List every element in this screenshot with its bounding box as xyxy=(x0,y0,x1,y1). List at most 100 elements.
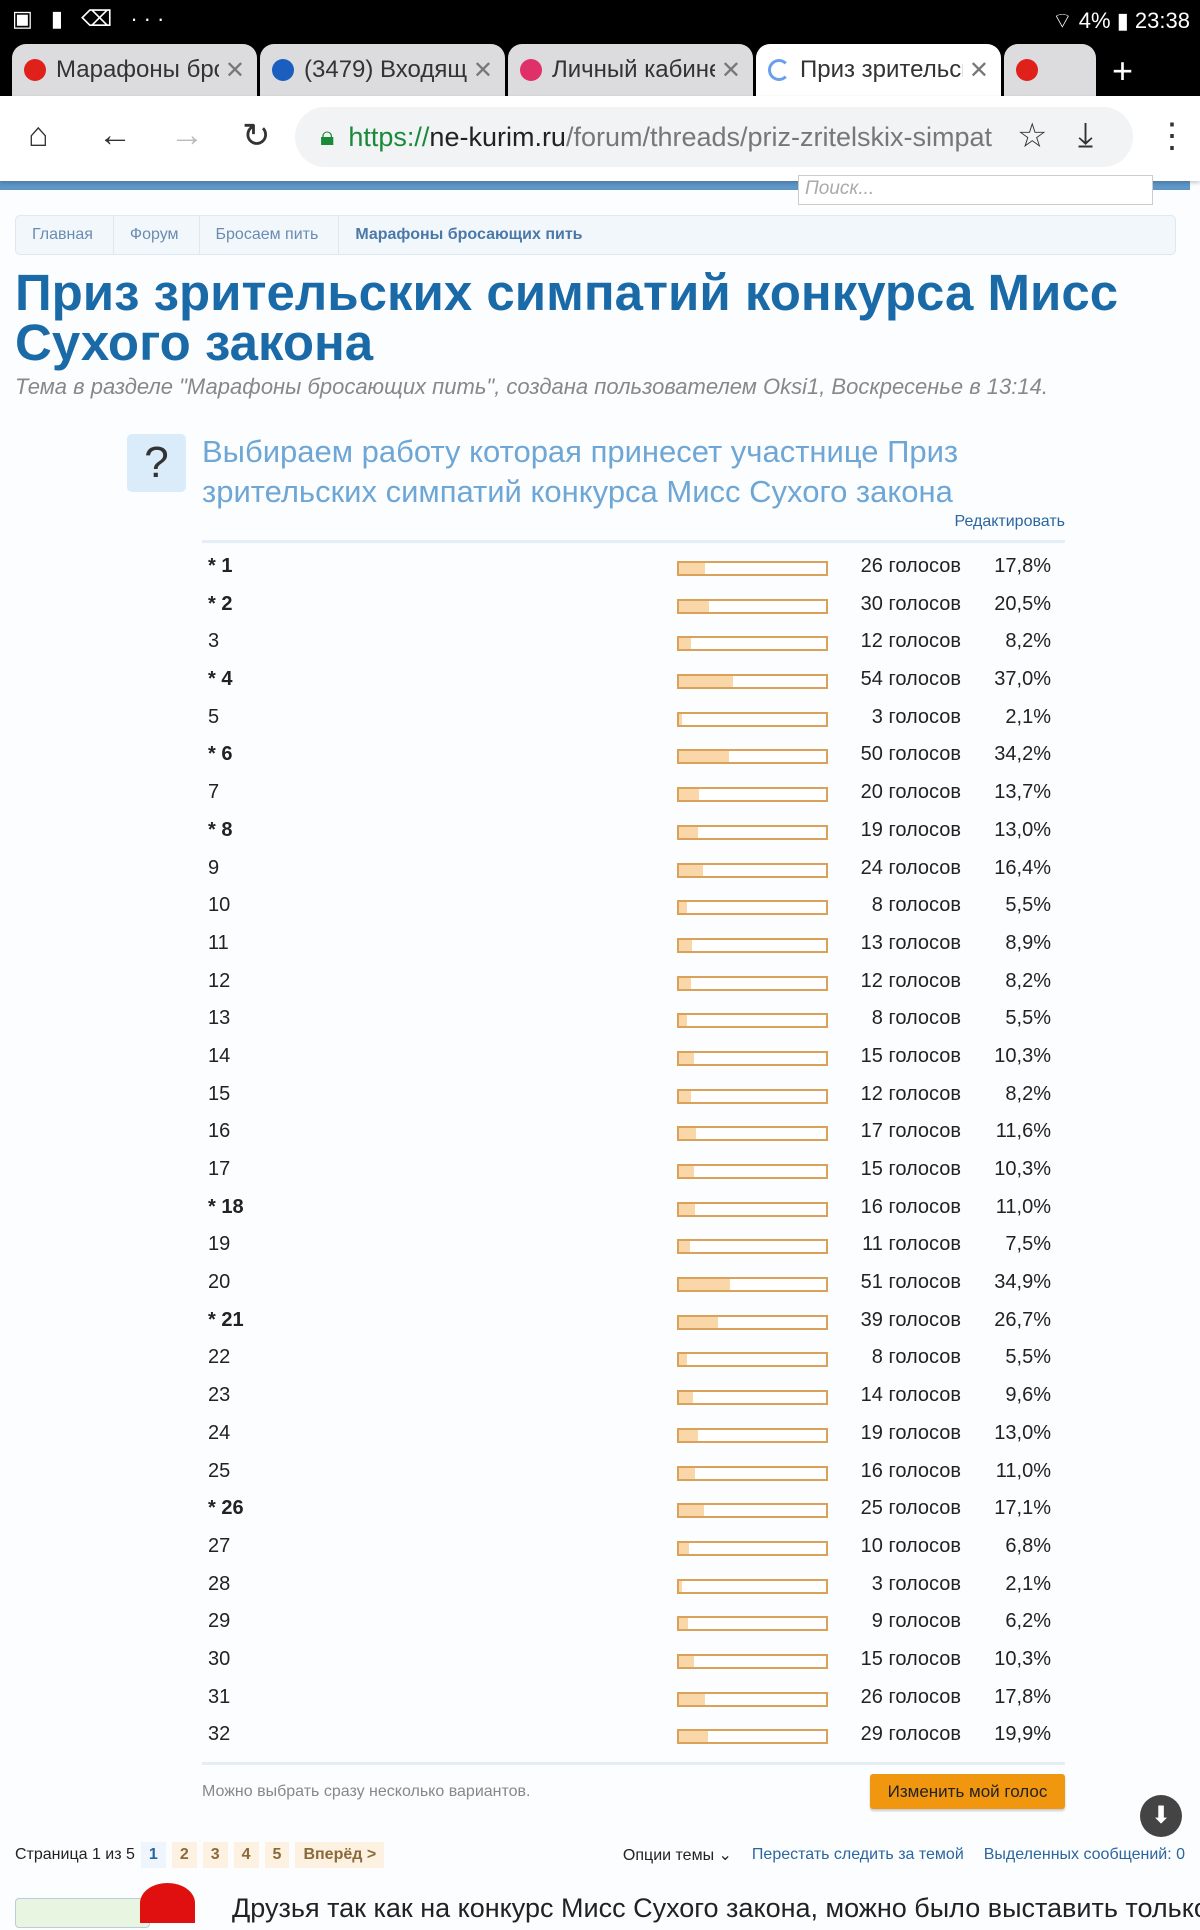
site-header xyxy=(0,181,1190,190)
option-label: * 2 xyxy=(208,592,233,615)
breadcrumb-forum[interactable]: Форум xyxy=(114,216,200,254)
vote-percent: 5,5% xyxy=(1005,1007,1051,1030)
vote-percent: 8,2% xyxy=(1005,969,1051,992)
result-bar xyxy=(677,937,828,953)
download-icon[interactable]: ⤓ xyxy=(1078,116,1094,154)
result-bar xyxy=(677,561,828,576)
selected-posts-link[interactable]: Выделенных сообщений: 0 xyxy=(983,1846,1185,1863)
close-tab-icon[interactable]: ✕ xyxy=(472,56,493,84)
vote-percent: 19,9% xyxy=(994,1723,1051,1746)
poll-option-row: * 6 50 голосов 34,2% xyxy=(202,737,1065,775)
result-bar xyxy=(677,824,828,840)
browser-tab[interactable]: Личный кабинет ✕ xyxy=(508,44,753,96)
tab-title: Марафоны бросающих xyxy=(56,56,219,83)
option-label: 20 xyxy=(208,1271,231,1294)
vote-percent: 20,5% xyxy=(994,592,1051,615)
option-label: 12 xyxy=(208,969,231,992)
thread-controls: Страница 1 из 5 1 2 3 4 5 Вперёд > Опции… xyxy=(15,1842,1185,1868)
page-4[interactable]: 4 xyxy=(233,1842,259,1868)
result-bar xyxy=(677,1465,828,1481)
home-icon[interactable]: ⌂ xyxy=(28,116,49,154)
avatar[interactable] xyxy=(15,1898,150,1928)
next-page-button[interactable]: Вперёд > xyxy=(295,1842,385,1868)
forward-icon[interactable]: → xyxy=(170,116,204,154)
menu-icon[interactable]: ⋮ xyxy=(1155,117,1189,155)
reload-icon[interactable]: ↻ xyxy=(242,117,271,155)
option-label: 11 xyxy=(208,931,229,954)
close-tab-icon[interactable]: ✕ xyxy=(968,56,989,84)
vote-percent: 26,7% xyxy=(994,1308,1051,1331)
result-bar xyxy=(677,1578,828,1594)
result-bar xyxy=(677,1352,828,1368)
page-1[interactable]: 1 xyxy=(140,1842,166,1868)
poll-option-row: 3 12 голосов 8,2% xyxy=(202,624,1065,662)
result-bar-fill xyxy=(679,1542,689,1554)
vote-count: 16 голосов xyxy=(860,1459,961,1482)
result-bar-fill xyxy=(679,1505,705,1517)
vote-count: 14 голосов xyxy=(860,1384,961,1407)
result-bar xyxy=(677,1088,828,1104)
option-label: 23 xyxy=(208,1384,231,1407)
unwatch-thread-link[interactable]: Перестать следить за темой xyxy=(751,1846,964,1863)
option-label: 24 xyxy=(208,1421,231,1444)
vote-count: 50 голосов xyxy=(860,743,961,766)
star-icon[interactable]: ☆ xyxy=(1017,117,1048,155)
result-bar-fill xyxy=(679,563,706,574)
close-tab-icon[interactable]: ✕ xyxy=(720,56,741,84)
vote-percent: 8,2% xyxy=(1005,1082,1051,1105)
vote-percent: 11,0% xyxy=(995,1459,1051,1482)
poll-option-row: 10 8 голосов 5,5% xyxy=(202,888,1065,926)
browser-tab[interactable]: Марафоны бросающих✕ xyxy=(12,44,257,96)
tab-title: (3479) Входящие xyxy=(304,56,467,83)
option-label: 7 xyxy=(208,781,220,804)
poll-option-row: * 2 30 голосов 20,5% xyxy=(202,587,1065,625)
poll-option-row: 15 12 голосов 8,2% xyxy=(202,1077,1065,1115)
option-label: 14 xyxy=(208,1044,231,1067)
browser-tab[interactable] xyxy=(1004,44,1096,96)
change-vote-button[interactable]: Изменить мой голос xyxy=(870,1774,1065,1809)
favicon-icon xyxy=(520,59,542,81)
vote-percent: 2,1% xyxy=(1005,1572,1051,1595)
poll-option-row: 5 3 голосов 2,1% xyxy=(202,700,1065,738)
breadcrumb: Главная Форум Бросаем пить Марафоны брос… xyxy=(15,215,1176,255)
poll-option-row: 31 26 голосов 17,8% xyxy=(202,1680,1065,1718)
poll-option-row: * 8 19 голосов 13,0% xyxy=(202,813,1065,851)
pagination: Страница 1 из 5 1 2 3 4 5 Вперёд > xyxy=(15,1842,385,1868)
status-right: ⌔ 4% ▮ 23:38 xyxy=(1052,8,1190,33)
option-label: 16 xyxy=(208,1120,231,1143)
close-tab-icon[interactable]: ✕ xyxy=(224,56,245,84)
url-bar[interactable]: 🔒︎ https://ne-kurim.ru/forum/threads/pri… xyxy=(295,107,1133,167)
vote-percent: 17,8% xyxy=(994,555,1051,577)
poll-option-row: * 26 25 голосов 17,1% xyxy=(202,1491,1065,1529)
back-icon[interactable]: ← xyxy=(98,116,132,154)
santa-hat-icon xyxy=(140,1883,195,1923)
search-input[interactable]: Поиск... xyxy=(798,175,1153,205)
result-bar xyxy=(677,598,828,614)
page-2[interactable]: 2 xyxy=(171,1842,197,1868)
page-5[interactable]: 5 xyxy=(264,1842,290,1868)
poll-option-row: 12 12 голосов 8,2% xyxy=(202,964,1065,1002)
result-bar-fill xyxy=(679,1090,692,1102)
page-3[interactable]: 3 xyxy=(202,1842,228,1868)
poll-results: * 1 26 голосов 17,8% * 2 30 голосов 20,5%… xyxy=(202,549,1065,1755)
thread-options-menu[interactable]: Опции темы ⌄ xyxy=(623,1845,732,1865)
vote-percent: 17,8% xyxy=(994,1685,1051,1708)
result-bar xyxy=(677,1653,828,1669)
result-bar-fill xyxy=(679,638,692,650)
poll-option-row: 27 10 голосов 6,8% xyxy=(202,1529,1065,1567)
edit-poll-link[interactable]: Редактировать xyxy=(954,513,1065,530)
new-tab-button[interactable]: + xyxy=(1112,50,1134,91)
option-label: 32 xyxy=(208,1723,231,1746)
browser-tab[interactable]: (3479) Входящие✕ xyxy=(260,44,505,96)
result-bar xyxy=(677,900,828,916)
vote-percent: 7,5% xyxy=(1005,1233,1051,1256)
chevron-down-icon: ⌄ xyxy=(718,1847,732,1864)
breadcrumb-current[interactable]: Марафоны бросающих пить xyxy=(355,226,583,243)
breadcrumb-category[interactable]: Бросаем пить xyxy=(200,216,340,254)
browser-tab[interactable]: Приз зрительских✕ xyxy=(756,44,1001,96)
breadcrumb-home[interactable]: Главная xyxy=(16,216,114,254)
option-label: 5 xyxy=(208,705,220,728)
poll-option-row: 9 24 голосов 16,4% xyxy=(202,851,1065,889)
vote-percent: 10,3% xyxy=(994,1158,1051,1180)
scroll-down-icon[interactable]: ⬇ xyxy=(1140,1795,1182,1837)
